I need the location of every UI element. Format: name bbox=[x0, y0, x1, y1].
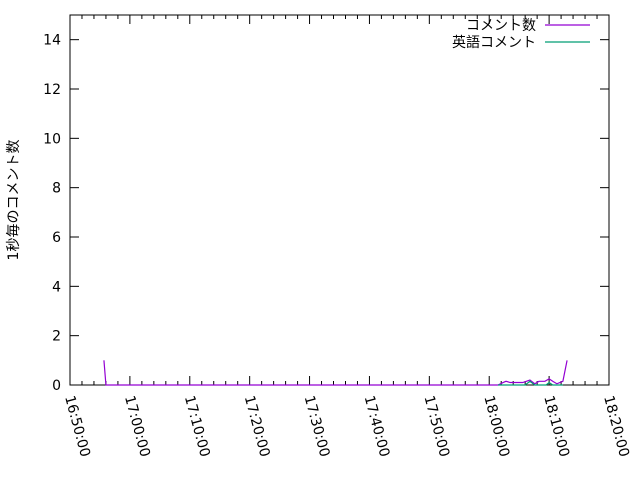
y-tick-label: 10 bbox=[43, 131, 61, 147]
y-tick-label: 8 bbox=[52, 181, 61, 197]
x-tick-label: 17:40:00 bbox=[361, 394, 393, 459]
y-tick-label: 2 bbox=[52, 329, 61, 345]
series-line-1 bbox=[498, 380, 563, 386]
x-tick-label: 17:50:00 bbox=[420, 394, 452, 459]
legend-label: 英語コメント bbox=[452, 34, 536, 51]
x-tick-label: 16:50:00 bbox=[61, 394, 93, 459]
y-tick-label: 4 bbox=[52, 279, 61, 295]
x-tick-label: 17:20:00 bbox=[241, 394, 273, 459]
plot-border bbox=[69, 14, 610, 386]
legend-label: コメント数 bbox=[466, 18, 536, 34]
x-tick-label: 18:00:00 bbox=[480, 394, 512, 459]
y-tick-label: 14 bbox=[43, 33, 61, 49]
x-tick-label: 18:10:00 bbox=[540, 394, 572, 459]
x-tick-label: 18:20:00 bbox=[600, 394, 632, 459]
y-tick-label: 12 bbox=[43, 82, 61, 98]
series-line-0 bbox=[103, 360, 568, 386]
x-tick-label: 17:10:00 bbox=[181, 394, 213, 459]
y-axis-label: 1秒毎のコメント数 bbox=[6, 140, 22, 261]
y-tick-label: 0 bbox=[52, 378, 61, 394]
x-tick-label: 17:30:00 bbox=[301, 394, 333, 459]
y-tick-label: 6 bbox=[52, 230, 61, 246]
x-tick-label: 17:00:00 bbox=[121, 394, 153, 459]
